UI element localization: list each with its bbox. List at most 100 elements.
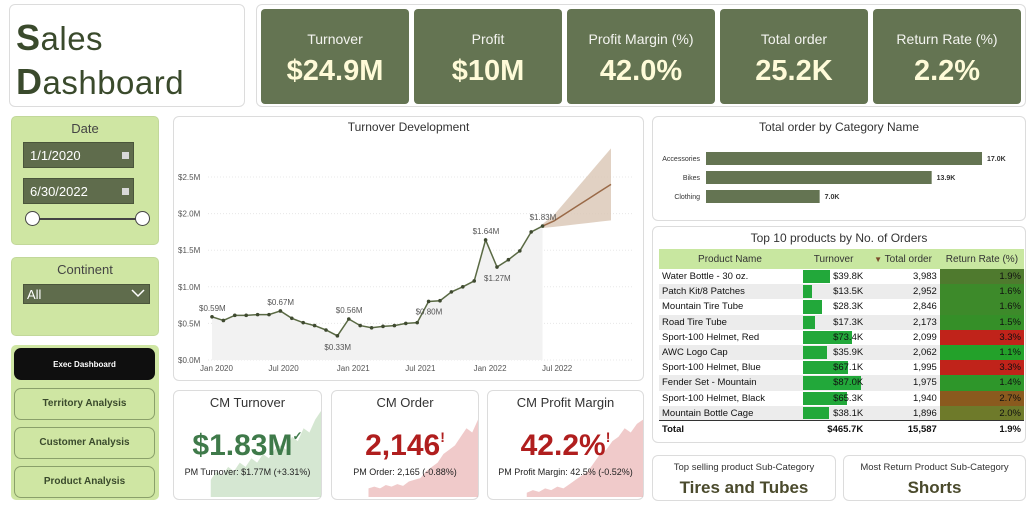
total-label: Total (659, 420, 801, 437)
table-row[interactable]: Sport-100 Helmet, Black $65.3K 1,940 2.7% (659, 390, 1024, 406)
data-label: $1.64M (473, 227, 500, 236)
start-date-input[interactable]: 1/1/2020 (23, 142, 134, 168)
return-rate-cell: 1.6% (939, 299, 1024, 315)
kpi-profit-margin[interactable]: Profit Margin (%) 42.0% (567, 9, 715, 104)
turnover-databar (803, 391, 847, 405)
turnover-cell: $39.8K (801, 269, 866, 284)
col-product-name[interactable]: Product Name (659, 249, 801, 269)
table-row[interactable]: Sport-100 Helmet, Red $73.4K 2,099 3.3% (659, 329, 1024, 345)
top-selling-subcategory-card[interactable]: Top selling product Sub-Category Tires a… (652, 455, 836, 501)
kpi-turnover[interactable]: Turnover $24.9M (261, 9, 409, 104)
nav-territory-analysis[interactable]: Territory Analysis (14, 388, 155, 420)
top-return-subcategory-card[interactable]: Most Return Product Sub-Category Shorts (843, 455, 1026, 501)
product-name-cell: Sport-100 Helmet, Red (662, 331, 760, 343)
turnover-area (212, 226, 543, 360)
return-rate-cell: 3.3% (939, 329, 1024, 345)
return-rate-cell: 2.7% (939, 390, 1024, 406)
col-return-rate[interactable]: Return Rate (%) (939, 249, 1024, 269)
orders-cell: 2,099 (913, 331, 937, 343)
turnover-value: $73.4K (833, 331, 864, 343)
turnover-databar (803, 406, 829, 420)
turnover-databar (803, 285, 813, 299)
cm-turnover-card[interactable]: CM Turnover $1.83M✓ PM Turnover: $1.77M … (173, 390, 322, 500)
check-icon: ✓ (292, 429, 303, 443)
data-point (461, 285, 465, 289)
alert-icon: ! (440, 429, 445, 445)
data-label: $0.80M (416, 307, 443, 316)
calendar-icon[interactable] (122, 152, 129, 159)
cm-order-prev: PM Order: 2,165 (-0.88%) (353, 467, 457, 477)
end-date-value: 6/30/2022 (30, 184, 88, 199)
table-row[interactable]: Road Tire Tube $17.3K 2,173 1.5% (659, 314, 1024, 330)
kpi-label: Total order (760, 31, 828, 47)
turnover-cell: $17.3K (801, 314, 867, 330)
data-point (255, 312, 260, 317)
kpi-label: Profit (471, 31, 505, 47)
turnover-value: $38.1K (833, 407, 864, 419)
data-point (392, 323, 397, 328)
continent-dropdown[interactable]: All (23, 284, 150, 304)
table-row[interactable]: Water Bottle - 30 oz. $39.8K 3,983 1.9% (659, 269, 1024, 285)
turnover-value: $28.3K (833, 301, 864, 313)
cm-order-card[interactable]: CM Order 2,146! PM Order: 2,165 (-0.88%) (331, 390, 479, 500)
y-tick-label: $1.0M (178, 283, 201, 292)
data-point (438, 298, 442, 303)
kpi-value: 42.0% (599, 55, 683, 87)
kpi-value: 25.2K (755, 55, 833, 87)
date-range-start-handle[interactable] (25, 211, 40, 226)
data-point (312, 323, 317, 328)
turnover-value: $13.5K (833, 286, 864, 298)
col-total-order[interactable]: ▼ Total order (866, 249, 940, 269)
data-point (244, 313, 248, 318)
turnover-value: $87.0K (833, 377, 864, 389)
orders-cell: 1,896 (866, 405, 940, 421)
turnover-cell: $65.3K (801, 391, 866, 406)
turnover-cell: $38.1K (801, 405, 867, 421)
top-selling-value: Tires and Tubes (679, 478, 809, 497)
date-range-end-handle[interactable] (135, 211, 150, 226)
chart-title: Turnover Development (347, 120, 470, 134)
end-date-input[interactable]: 6/30/2022 (23, 178, 134, 204)
kpi-profit[interactable]: Profit $10M (414, 9, 562, 104)
turnover-development-chart[interactable]: Turnover Development $2.5M $2.0M $1.5M $1.0… (173, 116, 644, 381)
turnover-databar (803, 330, 852, 344)
date-range-track[interactable] (32, 218, 144, 220)
cm-turnover-title: CM Turnover (209, 395, 286, 410)
table-total-row: Total $465.7K 15,587 1.9% (659, 420, 1024, 437)
table-row[interactable]: Sport-100 Helmet, Blue $67.1K 1,995 3.3% (659, 360, 1024, 376)
data-point (210, 315, 214, 319)
top10-products-table[interactable]: Top 10 products by No. of Orders Product… (652, 226, 1026, 443)
table-row[interactable]: Mountain Tire Tube $28.3K 2,846 1.6% (659, 299, 1024, 315)
kpi-total-order[interactable]: Total order 25.2K (720, 9, 868, 104)
kpi-return-rate[interactable]: Return Rate (%) 2.2% (873, 9, 1021, 104)
category-order-chart[interactable]: Total order by Category Name Accessories… (652, 116, 1026, 221)
sparkline-area (210, 411, 321, 497)
y-tick-label: $0.0M (178, 356, 201, 365)
sparkline-area (368, 419, 478, 497)
category-label: Clothing (674, 194, 700, 201)
nav-customer-analysis[interactable]: Customer Analysis (14, 427, 155, 459)
data-point (324, 328, 328, 332)
cm-profit-margin-prev: PM Profit Margin: 42.5% (-0.52%) (498, 467, 633, 477)
data-point (290, 316, 294, 321)
calendar-icon[interactable] (122, 188, 129, 195)
nav-product-analysis[interactable]: Product Analysis (14, 466, 155, 498)
turnover-databar (803, 315, 815, 329)
col-turnover[interactable]: Turnover (801, 249, 867, 269)
kpi-value: $24.9M (286, 55, 384, 87)
x-tick-label: Jul 2020 (268, 364, 299, 373)
title-initial-d: D (16, 61, 43, 102)
table-row[interactable]: Fender Set - Mountain $87.0K 1,975 1.4% (659, 375, 1024, 391)
nav-exec-dashboard[interactable]: Exec Dashboard (14, 348, 155, 380)
data-point (221, 318, 226, 323)
data-label: $1.27M (484, 274, 511, 283)
chevron-down-icon (131, 289, 145, 298)
top-selling-label: Top selling product Sub-Category (673, 462, 815, 473)
cm-profit-margin-card[interactable]: CM Profit Margin 42.2%! PM Profit Margin… (487, 390, 644, 500)
data-point (233, 313, 237, 318)
table-row[interactable]: AWC Logo Cap $35.9K 2,062 1.1% (659, 344, 1024, 361)
data-label: $0.59M (199, 304, 226, 313)
turnover-value: $35.9K (833, 347, 864, 359)
table-row[interactable]: Mountain Bottle Cage $38.1K 1,896 2.0% (659, 405, 1024, 421)
table-row[interactable]: Patch Kit/8 Patches $13.5K 2,952 1.6% (659, 284, 1024, 300)
